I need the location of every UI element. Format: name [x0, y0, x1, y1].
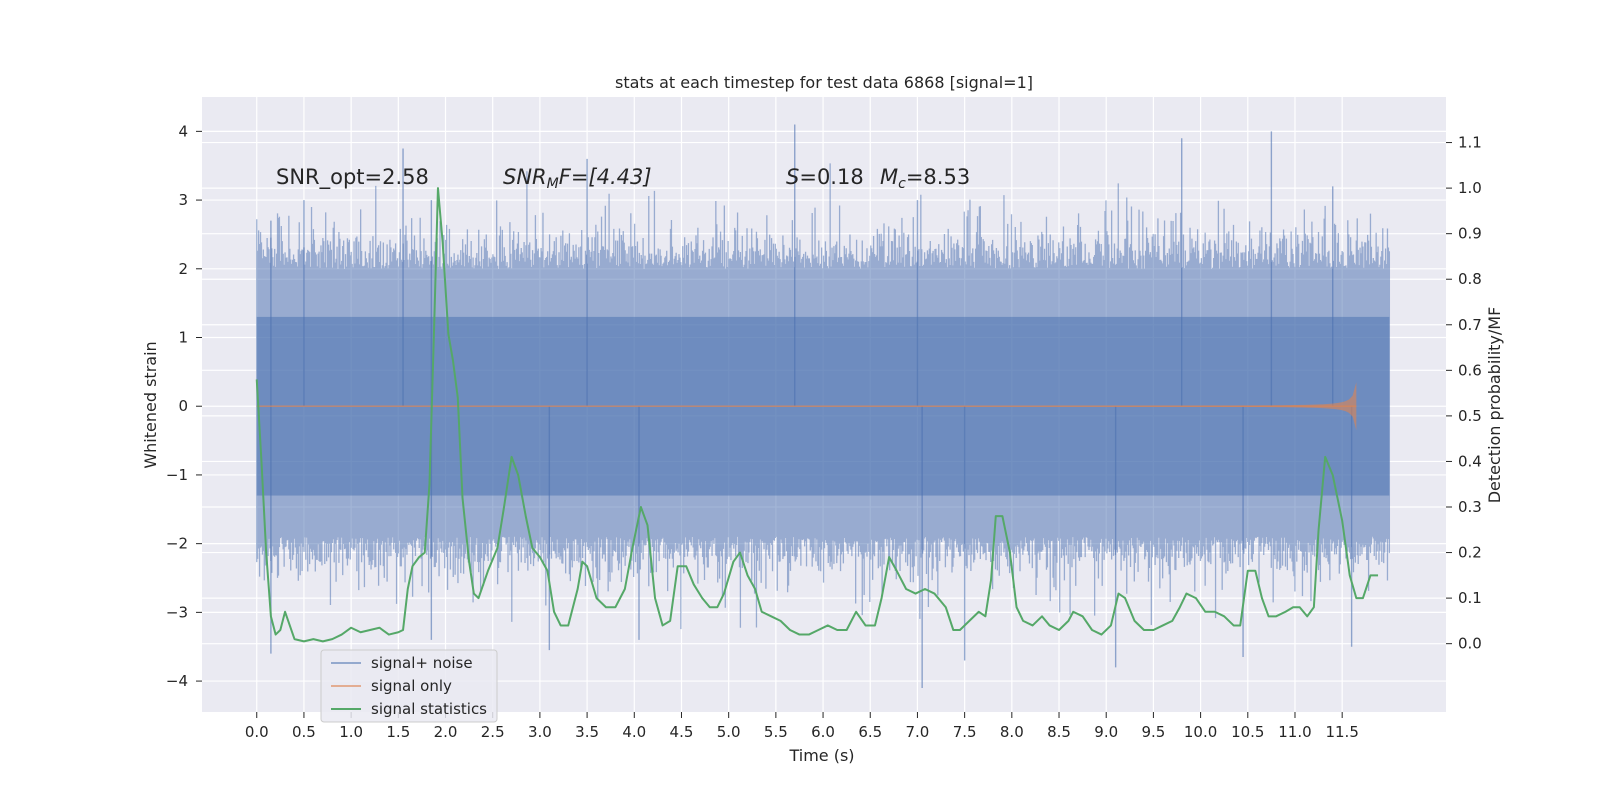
annotation-mc: Mc=8.53 — [880, 165, 970, 192]
y-axis-right-label: Detection probability/MF — [1485, 307, 1504, 504]
series-signal-statistics — [255, 187, 1379, 643]
y-axis-left-label: Whitened strain — [141, 341, 160, 468]
x-tick-label: 2.0 — [434, 723, 458, 741]
y-right-tick-label: 0.8 — [1458, 270, 1482, 288]
x-tick-label: 1.0 — [339, 723, 363, 741]
y-right-tick-label: 0.2 — [1458, 544, 1482, 562]
y-left-tick-label: −3 — [166, 603, 188, 621]
x-tick-label: 5.5 — [764, 723, 788, 741]
x-tick-label: 6.0 — [811, 723, 835, 741]
legend: signal+ noise signal only signal statist… — [320, 649, 498, 723]
x-tick-label: 3.0 — [528, 723, 552, 741]
legend-label-signal-statistics: signal statistics — [371, 700, 487, 718]
y-right-tick-label: 0.6 — [1458, 361, 1482, 379]
y-left-tick-label: −4 — [166, 672, 188, 690]
x-tick-label: 6.5 — [858, 723, 882, 741]
x-tick-label: 1.5 — [386, 723, 410, 741]
x-tick-label: 8.5 — [1047, 723, 1071, 741]
x-tick-label: 0.5 — [292, 723, 316, 741]
annotation-snr-mf: SNRMF=[4.43] — [503, 165, 652, 192]
y-right-tick-label: 0.4 — [1458, 452, 1482, 470]
y-right-tick-label: 0.3 — [1458, 498, 1482, 516]
x-tick-label: 9.0 — [1094, 723, 1118, 741]
x-tick-label: 7.5 — [953, 723, 977, 741]
x-tick-label: 5.0 — [717, 723, 741, 741]
y-right-tick-label: 0.5 — [1458, 407, 1482, 425]
legend-box — [320, 649, 498, 723]
x-tick-label: 8.0 — [1000, 723, 1024, 741]
y-right-tick-label: 0.9 — [1458, 225, 1482, 243]
y-left-tick-label: −1 — [166, 466, 188, 484]
y-right-tick-label: 1.1 — [1458, 134, 1482, 152]
x-tick-label: 11.0 — [1278, 723, 1311, 741]
series-signal-only — [256, 382, 1357, 431]
y-axis-right-ticks: 1.1 1.0 0.9 0.8 0.7 0.6 0.5 0.4 0.3 0.2 0.1 0.0 — [1446, 134, 1482, 653]
x-tick-label: 4.5 — [670, 723, 694, 741]
y-right-tick-label: 0.1 — [1458, 589, 1482, 607]
y-left-tick-label: 4 — [178, 122, 188, 140]
y-right-tick-label: 0.7 — [1458, 316, 1482, 334]
x-tick-label: 0.0 — [245, 723, 269, 741]
legend-label-signal-only: signal only — [371, 677, 452, 695]
chart-title: stats at each timestep for test data 686… — [615, 73, 1033, 92]
y-left-tick-label: −2 — [166, 535, 188, 553]
y-left-tick-label: 2 — [178, 260, 188, 278]
y-axis-left-ticks: 4 3 2 1 0 −1 −2 −3 −4 — [166, 122, 202, 690]
y-right-tick-label: 1.0 — [1458, 179, 1482, 197]
x-tick-label: 11.5 — [1325, 723, 1358, 741]
y-left-tick-label: 3 — [178, 191, 188, 209]
x-tick-label: 4.0 — [622, 723, 646, 741]
y-left-tick-label: 1 — [178, 329, 188, 347]
x-tick-label: 9.5 — [1141, 723, 1165, 741]
x-tick-label: 3.5 — [575, 723, 599, 741]
legend-label-signal-plus-noise: signal+ noise — [371, 654, 473, 672]
x-tick-label: 10.5 — [1231, 723, 1264, 741]
x-tick-label: 10.0 — [1184, 723, 1217, 741]
x-tick-label: 7.0 — [906, 723, 930, 741]
x-axis-label: Time (s) — [788, 746, 854, 765]
y-right-tick-label: 0.0 — [1458, 635, 1482, 653]
y-left-tick-label: 0 — [178, 397, 188, 415]
annotation-snr-opt: SNR_opt=2.58 — [276, 165, 429, 190]
x-axis-ticks: 0.0 0.5 1.0 1.5 2.0 2.5 3.0 3.5 4.0 4.5 5.0 5.5 6.0 6… — [245, 712, 1359, 741]
annotation-s: S=0.18 — [786, 165, 864, 189]
x-tick-label: 2.5 — [481, 723, 505, 741]
signal-statistics-line — [255, 187, 1379, 643]
